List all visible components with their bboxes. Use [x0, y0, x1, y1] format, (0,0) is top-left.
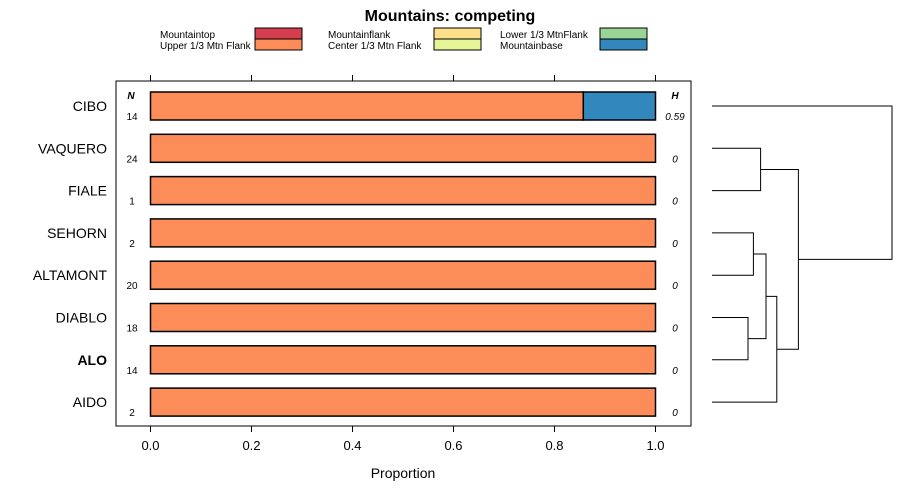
legend-label-3: Center 1/3 Mtn Flank — [328, 41, 422, 52]
legend-label-4: Lower 1/3 MtnFlank — [500, 30, 589, 41]
n-value-cibo: 14 — [126, 112, 138, 123]
legend-swatch-4 — [599, 27, 648, 40]
h-value-vaquero: 0 — [672, 154, 678, 165]
legend-swatch-3 — [433, 38, 482, 51]
row-label-diablo: DIABLO — [56, 310, 107, 326]
n-value-aido: 2 — [129, 408, 135, 419]
row-label-vaquero: VAQUERO — [38, 140, 107, 156]
bar-cibo-series-0 — [149, 91, 585, 121]
dendrogram-merge-3 — [712, 317, 749, 361]
dendrogram-merge-4 — [748, 253, 767, 340]
h-value-alo: 0 — [672, 366, 678, 377]
bar-altamont-series-0 — [149, 260, 657, 290]
chart-title: Mountains: competing — [365, 8, 536, 25]
h-value-fiale: 0 — [672, 197, 678, 208]
legend-swatch-5 — [599, 38, 648, 51]
row-label-aido: AIDO — [73, 394, 107, 410]
dendrogram-merge-1 — [712, 147, 762, 192]
bar-fiale-series-0 — [149, 175, 657, 206]
x-tick-label-5: 1.0 — [646, 438, 664, 453]
row-label-fiale: FIALE — [68, 183, 107, 199]
plot-frame — [115, 80, 692, 427]
n-column-header: N — [127, 91, 135, 102]
legend-swatch-0 — [254, 27, 303, 40]
bar-cibo-series-1 — [582, 91, 657, 121]
h-value-sehorn: 0 — [672, 239, 678, 250]
legend-label-2: Mountainflank — [328, 30, 391, 41]
h-value-diablo: 0 — [672, 324, 678, 335]
top-axis — [150, 75, 656, 81]
bar-sehorn-series-0 — [149, 218, 657, 248]
dendrogram — [712, 105, 893, 403]
x-axis: 0.0 0.2 0.4 0.6 0.8 1.0 — [141, 426, 665, 453]
legend-label-5: Mountainbase — [500, 41, 563, 52]
dendrogram-merge-5 — [712, 295, 778, 403]
row-label-cibo: CIBO — [73, 98, 107, 114]
x-tick-label-1: 0.2 — [242, 438, 260, 453]
n-value-alo: 14 — [126, 366, 138, 377]
row-label-altamont: ALTAMONT — [33, 267, 108, 283]
x-tick-label-2: 0.4 — [343, 438, 361, 453]
x-tick-label-3: 0.6 — [444, 438, 462, 453]
row-label-sehorn: SEHORN — [47, 225, 107, 241]
bar-alo-series-0 — [149, 345, 657, 375]
legend-swatch-2 — [433, 27, 482, 40]
bars — [149, 91, 657, 417]
legend-swatch-1 — [254, 38, 303, 51]
h-value-cibo: 0.59 — [665, 112, 685, 123]
dendrogram-merge-7 — [712, 105, 893, 260]
x-tick-label-4: 0.8 — [545, 438, 563, 453]
bar-vaquero-series-0 — [149, 133, 657, 164]
dendrogram-merge-2 — [712, 232, 754, 276]
legend-label-0: Mountaintop — [160, 30, 215, 41]
row-label-alo: ALO — [77, 352, 107, 368]
n-value-sehorn: 2 — [129, 239, 135, 250]
n-value-vaquero: 24 — [126, 154, 138, 165]
bar-aido-series-0 — [149, 387, 657, 417]
bar-diablo-series-0 — [149, 302, 657, 333]
n-value-altamont: 20 — [126, 281, 138, 292]
legend-label-1: Upper 1/3 Mtn Flank — [160, 41, 252, 52]
x-tick-label-0: 0.0 — [141, 438, 159, 453]
h-value-altamont: 0 — [672, 281, 678, 292]
h-column-header: H — [671, 91, 679, 102]
h-value-aido: 0 — [672, 408, 678, 419]
x-axis-label: Proportion — [371, 465, 436, 481]
n-value-fiale: 1 — [129, 197, 135, 208]
n-value-diablo: 18 — [126, 324, 138, 335]
